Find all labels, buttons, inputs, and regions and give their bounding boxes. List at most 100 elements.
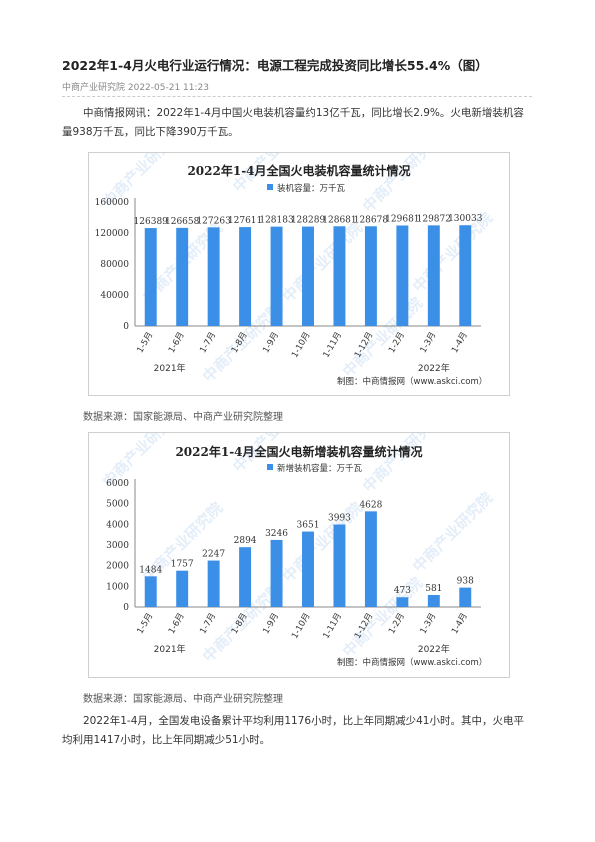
- bar: [459, 225, 472, 326]
- bar-value-label: 3246: [265, 529, 288, 539]
- bar-value-label: 126389: [134, 217, 169, 227]
- bar: [176, 570, 189, 607]
- bar-value-label: 938: [457, 577, 474, 587]
- divider: [62, 96, 532, 97]
- bar-value-label: 128289: [291, 216, 326, 226]
- bar-value-label: 126658: [165, 217, 200, 227]
- bar: [207, 560, 220, 607]
- chart-credit: 制图：中商情报网（www.askci.com）: [337, 657, 487, 668]
- x-tick-label: 1-11月: [321, 331, 344, 360]
- y-tick-label: 160000: [95, 198, 130, 208]
- x-tick-label: 1-7月: [198, 331, 218, 355]
- watermark-text: 中商产业研究院: [359, 433, 446, 496]
- data-source-1: 数据来源：国家能源局、中商产业研究院整理: [83, 412, 283, 423]
- chart-title: 2022年1-4月全国火电新增装机容量统计情况: [175, 444, 422, 459]
- legend-swatch: [267, 184, 273, 190]
- watermark-text: 中商产业研究院: [409, 489, 496, 576]
- x-tick-label: 1-9月: [261, 331, 281, 355]
- bar: [364, 226, 377, 326]
- intro-paragraph: 中商情报网讯：2022年1-4月中国火电装机容量约13亿千瓦，同比增长2.9%。…: [62, 107, 524, 138]
- bar-value-label: 129872: [417, 214, 451, 224]
- bar-value-label: 473: [394, 586, 411, 596]
- watermark-text: 中商产业研究院: [339, 574, 426, 661]
- bar: [207, 227, 220, 326]
- year-label: 2021年: [154, 643, 186, 655]
- closing-paragraph: 2022年1-4月，全国发电设备累计平均利用1176小时，比上年同期减少41小时…: [62, 715, 524, 746]
- watermark-text: 中商产业研究院: [279, 219, 366, 306]
- legend-label: 装机容量：万千瓦: [277, 183, 346, 194]
- bar-value-label: 128681: [322, 215, 356, 225]
- bar-value-label: 4628: [359, 500, 382, 510]
- bar-value-label: 129681: [385, 214, 419, 224]
- x-tick-label: 1-4月: [450, 331, 470, 355]
- x-tick-label: 1-11月: [321, 612, 344, 641]
- y-tick-label: 6000: [106, 479, 129, 489]
- bar: [333, 524, 346, 607]
- x-tick-label: 1-4月: [450, 612, 470, 636]
- y-tick-label: 40000: [100, 291, 129, 301]
- bar: [176, 227, 189, 326]
- bar: [333, 226, 346, 326]
- bar-value-label: 127263: [196, 216, 231, 226]
- x-tick-label: 1-10月: [290, 331, 313, 360]
- chart-new-capacity: 中商产业研究院 中商产业研究院 中商产业研究院 中商产业研究院 中商产业研究院 中商产业研…: [88, 432, 510, 678]
- x-tick-label: 1-5月: [135, 612, 155, 636]
- bar-value-label: 1484: [139, 565, 162, 575]
- y-tick-label: 2000: [106, 562, 129, 572]
- watermark-text: 中商产业研究院: [359, 153, 446, 216]
- chart-capacity: 中商产业研究院 中商产业研究院 中商产业研究院 中商产业研究院 中商产业研究院 中商产业研…: [88, 152, 510, 396]
- bar-value-label: 2247: [202, 550, 225, 560]
- year-label: 2021年: [154, 362, 186, 374]
- chart-title: 2022年1-4月全国火电装机容量统计情况: [187, 163, 410, 178]
- chart-credit: 制图：中商情报网（www.askci.com）: [337, 376, 487, 387]
- y-tick-label: 0: [123, 322, 129, 332]
- legend-swatch: [267, 464, 273, 470]
- data-source-2: 数据来源：国家能源局、中商产业研究院整理: [83, 694, 283, 705]
- bar-value-label: 127611: [228, 216, 262, 226]
- article-title: 2022年1-4月火电行业运行情况：电源工程完成投资同比增长55.4%（图）: [62, 58, 488, 73]
- x-tick-label: 1-6月: [167, 612, 187, 636]
- bar-value-label: 581: [425, 584, 442, 594]
- bar: [396, 597, 409, 607]
- legend-label: 新增装机容量：万千瓦: [277, 463, 363, 474]
- y-tick-label: 3000: [106, 541, 129, 551]
- bar: [144, 228, 157, 326]
- y-tick-label: 1000: [106, 582, 129, 592]
- x-tick-label: 1-5月: [135, 331, 155, 355]
- article-source-line: 中商产业研究院 2022-05-21 11:23: [62, 83, 209, 93]
- bar: [459, 587, 472, 607]
- y-tick-label: 5000: [106, 500, 129, 510]
- bar: [302, 531, 314, 607]
- bar-value-label: 2894: [234, 536, 257, 546]
- bar: [427, 225, 440, 326]
- bar-value-label: 128678: [354, 215, 389, 225]
- bar: [302, 226, 314, 326]
- y-tick-label: 4000: [106, 520, 129, 530]
- watermark-text: 中商产业研究院: [279, 499, 366, 586]
- bar-value-label: 128183: [259, 216, 294, 226]
- x-tick-label: 1-9月: [261, 612, 281, 636]
- y-tick-label: 120000: [95, 229, 130, 239]
- bar: [239, 227, 252, 326]
- x-tick-label: 1-3月: [419, 331, 439, 355]
- bar: [427, 594, 440, 607]
- x-tick-label: 1-6月: [167, 331, 187, 355]
- bar: [270, 539, 283, 607]
- year-label: 2022年: [418, 643, 450, 655]
- y-tick-label: 80000: [100, 260, 129, 270]
- bar-value-label: 3651: [297, 521, 320, 531]
- bar: [270, 226, 283, 326]
- bar: [396, 225, 409, 326]
- bar-value-label: 3993: [328, 513, 351, 523]
- bar: [239, 547, 252, 607]
- bar: [364, 511, 377, 607]
- bar: [144, 576, 157, 607]
- watermark-text: 中商产业研究院: [339, 294, 426, 381]
- x-tick-label: 1-10月: [290, 612, 313, 641]
- y-tick-label: 0: [123, 603, 129, 613]
- bar-value-label: 130033: [448, 214, 483, 224]
- bar-value-label: 1757: [171, 560, 194, 570]
- year-label: 2022年: [418, 362, 450, 374]
- x-tick-label: 1-7月: [198, 612, 218, 636]
